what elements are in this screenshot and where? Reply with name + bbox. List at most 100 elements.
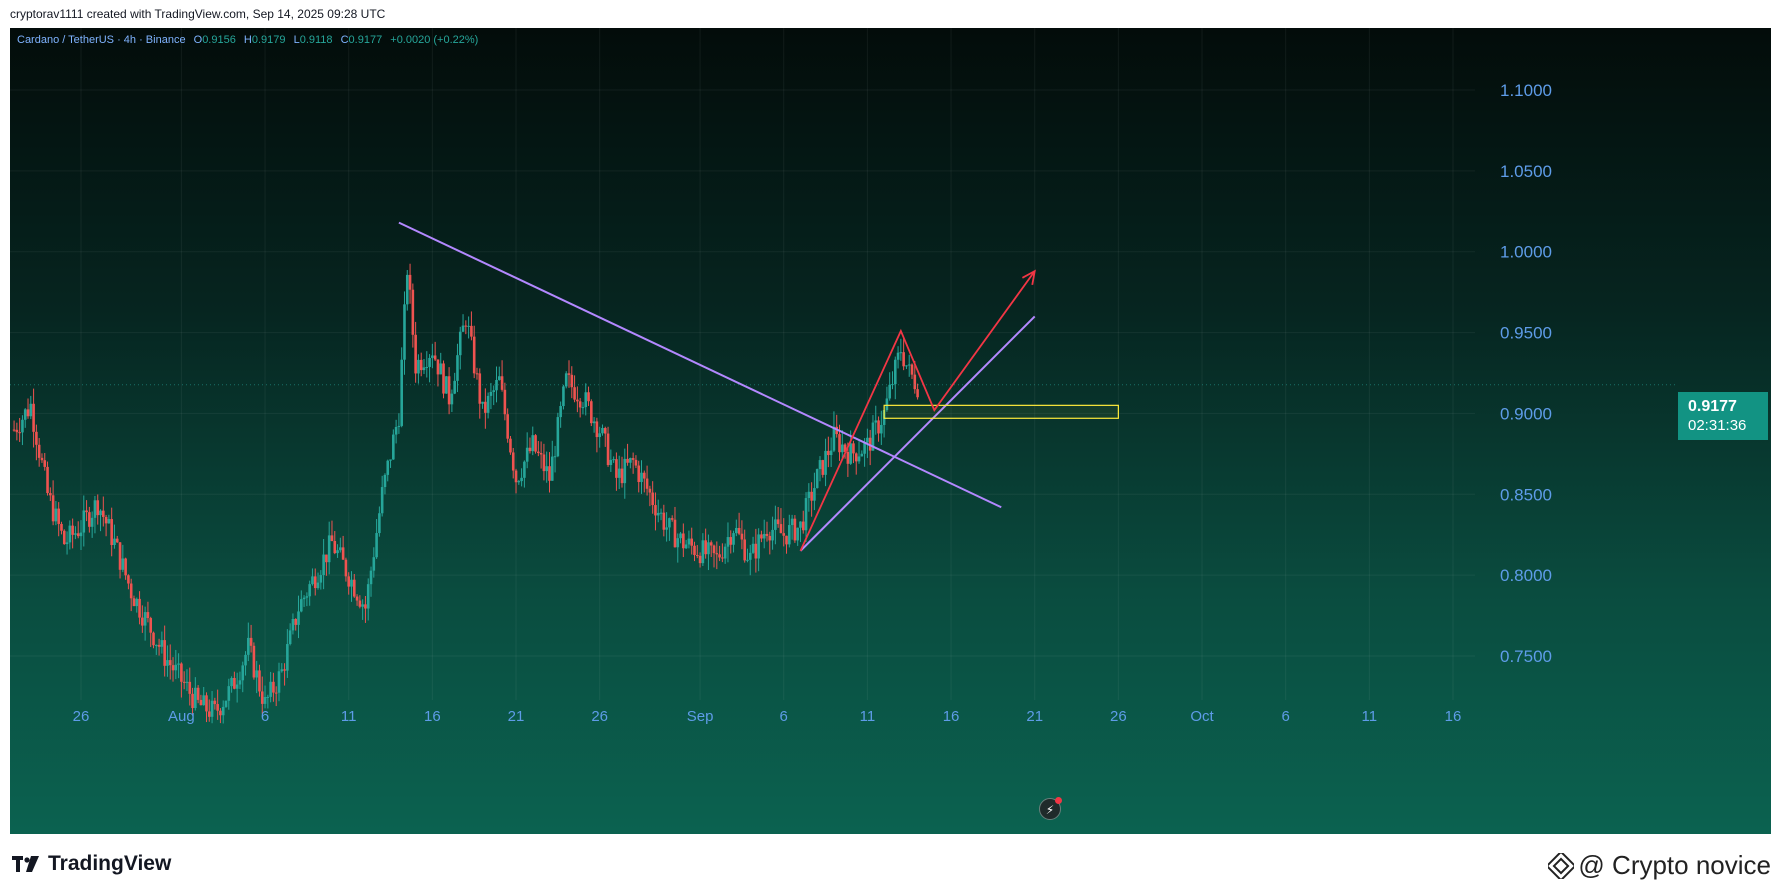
candle-body — [182, 681, 186, 683]
candle-body — [626, 458, 629, 463]
candle-body — [690, 538, 694, 546]
candle-body — [414, 334, 417, 374]
lightning-icon[interactable]: ⚡ — [1039, 797, 1062, 820]
tradingview-logo[interactable]: TradingView — [12, 852, 171, 876]
candle-body — [679, 533, 682, 539]
candle-body — [333, 540, 337, 554]
candle-body — [344, 559, 348, 577]
candle-body — [247, 637, 250, 655]
candle-body — [319, 575, 323, 583]
candle-body — [581, 407, 585, 409]
candle-body — [372, 557, 376, 571]
candle-body — [76, 533, 80, 537]
candle-body — [378, 513, 381, 534]
change-value: +0.0020 (+0.22%) — [390, 34, 479, 46]
candle-body — [776, 519, 780, 525]
candle-body — [804, 498, 808, 531]
candle-body — [735, 527, 738, 534]
candle-body — [592, 421, 596, 424]
candle-body — [157, 644, 161, 647]
candle-body — [180, 663, 183, 682]
candle-body — [503, 389, 507, 415]
candle-body — [888, 384, 891, 399]
high-label: H — [243, 34, 252, 46]
candle-body — [341, 547, 345, 560]
candle-body — [746, 559, 749, 561]
candle-body — [629, 458, 632, 463]
candle-body — [838, 434, 841, 453]
candle-body — [431, 355, 434, 358]
projection-path[interactable] — [799, 270, 1036, 552]
candle-body — [891, 384, 894, 386]
close-value: 0.9177 — [348, 34, 383, 46]
candle-body — [612, 459, 615, 461]
y-tick-label: 0.9000 — [1500, 404, 1552, 423]
candle-body — [486, 395, 490, 413]
candle-body — [397, 425, 401, 427]
candle-body — [458, 331, 462, 356]
candle-body — [818, 460, 822, 470]
candle-body — [484, 401, 487, 413]
candle-body — [768, 535, 772, 541]
candle-body — [46, 466, 49, 494]
x-tick-label: 6 — [780, 708, 788, 725]
candle-body — [606, 433, 610, 466]
ascending-trendline[interactable] — [799, 315, 1036, 552]
candle-body — [366, 584, 370, 609]
candle-body — [93, 500, 97, 518]
chart-svg[interactable]: 1.1000 1.0500 1.0000 0.9500 0.9000 0.8500 0.80… — [10, 28, 1771, 834]
candle-body — [227, 686, 231, 701]
candle-body — [233, 677, 236, 689]
candle-body — [311, 576, 314, 585]
candle-body — [244, 654, 247, 666]
candle-body — [665, 527, 668, 530]
x-tick-label: 11 — [860, 708, 876, 725]
candle-body — [347, 576, 351, 587]
candle-body — [168, 660, 172, 666]
candle-body — [576, 399, 579, 402]
x-tick-label: 16 — [1445, 708, 1462, 725]
candle-body — [846, 451, 850, 464]
candle-body — [478, 373, 482, 404]
candle-body — [556, 417, 560, 457]
candle-body — [269, 681, 272, 697]
candle-body — [96, 500, 100, 516]
candle-body — [701, 540, 705, 564]
candle-body — [509, 438, 512, 453]
candle-body — [656, 512, 660, 516]
candle-body — [82, 510, 86, 533]
chart-area[interactable]: 1.1000 1.0500 1.0000 0.9500 0.9000 0.8500 0.80… — [10, 28, 1771, 834]
candle-body — [138, 598, 141, 618]
x-tick-label: 26 — [1110, 708, 1127, 725]
candle-body — [651, 492, 654, 506]
candle-body — [590, 401, 593, 424]
candle-body — [358, 600, 362, 607]
candle-body — [573, 387, 576, 400]
candle-body — [355, 596, 359, 601]
candle-body — [528, 447, 532, 452]
symbol-info[interactable]: Cardano / TetherUS · 4h · Binance — [17, 34, 186, 46]
candle-body — [771, 529, 774, 541]
candle-body — [475, 373, 479, 375]
support-zone[interactable] — [883, 404, 1119, 419]
candle-body — [492, 390, 496, 392]
candle-body — [291, 619, 295, 631]
candle-body — [670, 518, 674, 520]
candle-body — [562, 386, 565, 407]
candle-body — [202, 695, 205, 706]
candle-body — [497, 376, 501, 381]
candle-body — [765, 533, 769, 536]
candle-body — [18, 432, 21, 434]
candle-body — [603, 428, 607, 434]
symbol-legend[interactable]: Cardano / TetherUS · 4h · Binance O0.915… — [17, 34, 478, 46]
candle-body — [174, 664, 178, 671]
y-tick-label: 1.0000 — [1500, 243, 1552, 262]
candle-body — [659, 512, 663, 514]
candle-body — [905, 365, 908, 367]
descending-trendline[interactable] — [398, 221, 1002, 509]
candle-body — [118, 542, 122, 570]
candle-body — [467, 325, 470, 327]
candle-body — [149, 618, 153, 633]
candle-body — [428, 357, 431, 367]
close-label: C — [340, 34, 349, 46]
